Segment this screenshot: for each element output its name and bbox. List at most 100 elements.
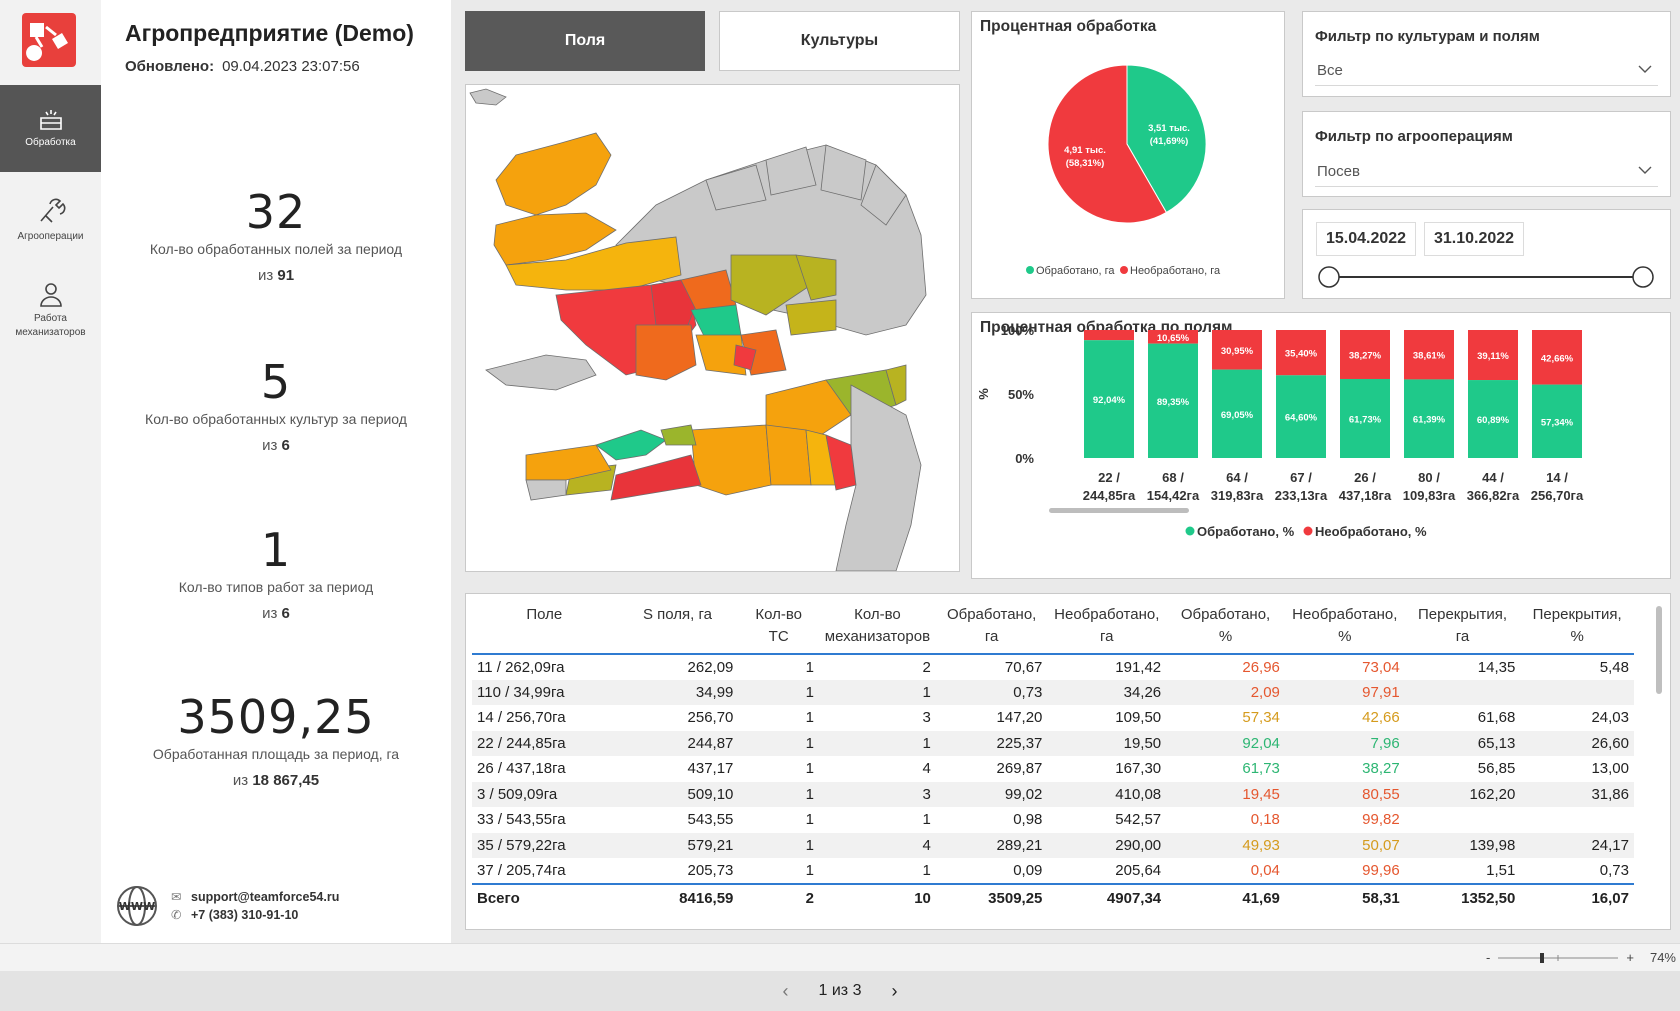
total-cell: 1352,50: [1404, 882, 1521, 912]
table-cell: 0,98: [1013, 811, 1043, 829]
table-cell: 56,85: [1477, 760, 1516, 778]
date-to[interactable]: 31.10.2022: [1424, 222, 1524, 256]
table-cell: 14 / 256,70га: [477, 709, 566, 727]
support-email[interactable]: ✉ support@teamforce54.ru: [171, 890, 340, 904]
nav-item-processing[interactable]: Обработка: [0, 85, 101, 172]
table-cell: 35 / 579,22га: [472, 832, 617, 858]
nav-item-agro-operations[interactable]: Агрооперации: [0, 180, 101, 260]
table-row[interactable]: 35 / 579,22га 579,21 1 4 289,21 290,00 49,93 50…: [472, 832, 1634, 858]
kpi-work-types: 1 Кол-во типов работ за период из 6: [101, 523, 451, 622]
table-cell: 33 / 543,55га: [477, 811, 566, 829]
table-cell: 1: [805, 861, 814, 879]
column-header[interactable]: S поля, га: [616, 602, 739, 655]
table-cell: 0,09: [1013, 861, 1043, 879]
x-tick-label: 437,18га: [1339, 488, 1392, 503]
column-header[interactable]: Перекрытия,%: [1520, 602, 1634, 655]
bar-segment-unprocessed[interactable]: [1148, 330, 1198, 344]
table-cell: 99,02: [935, 781, 1048, 807]
table-cell: 65,13: [1404, 730, 1521, 756]
zoom-slider[interactable]: [1498, 952, 1619, 964]
bar-chart[interactable]: 100% 50% 0%% 92,04% 22 / 244,85га 10,65% 89,35%…: [972, 313, 1670, 578]
fields-map[interactable]: [466, 85, 959, 572]
bar-segment-processed[interactable]: [1340, 378, 1390, 458]
pie-card: Процентная обработка 3,51 тыс. (41,69%) 4,…: [971, 11, 1285, 299]
table-cell: 289,21: [935, 832, 1048, 858]
date-from[interactable]: 15.04.2022: [1316, 222, 1416, 256]
bar-segment-processed[interactable]: [1084, 340, 1134, 458]
bar-segment-processed[interactable]: [1212, 369, 1262, 458]
total-cell: 58,31: [1284, 882, 1405, 912]
table-row[interactable]: 37 / 205,74га 205,73 1 1 0,09 205,64 0,04 99,96…: [472, 858, 1634, 884]
nav-item-operators[interactable]: Работа механизаторов: [0, 270, 101, 350]
legend-marker: [1120, 266, 1128, 274]
column-header[interactable]: Кол-во механизаторов: [818, 602, 936, 655]
x-tick-label: 256,70га: [1531, 488, 1584, 503]
column-header[interactable]: Необработано, га: [1047, 602, 1167, 655]
bar-segment-processed[interactable]: [1148, 343, 1198, 458]
table-row[interactable]: 3 / 509,09га 509,10 1 3 99,02 410,08 19,45 80,5…: [472, 781, 1634, 807]
ops-filter-title: Фильтр по агрооперациям: [1315, 128, 1513, 145]
bar-segment-unprocessed[interactable]: [1340, 330, 1390, 379]
date-range-slider[interactable]: [1317, 262, 1657, 292]
table-cell: 191,42: [1115, 658, 1162, 676]
crop-filter-select[interactable]: Все: [1315, 54, 1658, 86]
column-header[interactable]: Поле: [472, 602, 617, 655]
table-row[interactable]: 14 / 256,70га 256,70 1 3 147,20 109,50 57,34 42…: [472, 705, 1634, 731]
table-cell: [1404, 679, 1521, 705]
pie-slice[interactable]: [1047, 64, 1168, 224]
table-cell: 1: [738, 832, 819, 858]
bar-segment-processed[interactable]: [1404, 379, 1454, 458]
table-cell: 109,50: [1115, 709, 1162, 727]
bar-segment-unprocessed[interactable]: [1532, 330, 1582, 385]
bar-segment-processed[interactable]: [1276, 375, 1326, 458]
chart-scrollbar[interactable]: [1049, 508, 1189, 513]
table-cell: 1,51: [1486, 861, 1516, 879]
tab-fields[interactable]: Поля: [465, 11, 705, 71]
ops-filter-select[interactable]: Посев: [1315, 155, 1658, 187]
table-cell: 26,96: [1242, 658, 1280, 676]
table-cell: 1: [738, 730, 819, 756]
column-header[interactable]: Кол-во ТС: [738, 602, 819, 655]
table-cell: 1: [738, 781, 819, 807]
zoom-in-button[interactable]: +: [1626, 950, 1634, 965]
support-phone[interactable]: ✆ +7 (383) 310-91-10: [171, 908, 299, 922]
column-header[interactable]: Обработано,%: [1166, 602, 1285, 655]
pie-slice[interactable]: [1126, 64, 1207, 214]
table-row[interactable]: 11 / 262,09га 262,09 1 2 70,67 191,42 26,96 73,…: [472, 654, 1634, 680]
table-cell: 11 / 262,09га: [477, 658, 565, 676]
bar-segment-unprocessed[interactable]: [1404, 330, 1454, 380]
prev-page-button[interactable]: ‹: [782, 980, 789, 1001]
bar-segment-unprocessed[interactable]: [1084, 330, 1134, 341]
legend-marker: [1026, 266, 1034, 274]
zoom-out-button[interactable]: -: [1486, 950, 1491, 965]
next-page-button[interactable]: ›: [891, 980, 898, 1001]
pie-chart[interactable]: 3,51 тыс. (41,69%) 4,91 тыс. (58,31%) Обрабо…: [972, 12, 1284, 298]
bar-segment-unprocessed[interactable]: [1212, 330, 1262, 370]
bar-segment-processed[interactable]: [1532, 384, 1582, 458]
column-header[interactable]: Обработано, га: [935, 602, 1048, 655]
table-cell: 57,34: [1242, 709, 1280, 727]
table-row[interactable]: 110 / 34,99га 34,99 1 1 0,73 34,26 2,09 97,91: [472, 679, 1634, 705]
column-header[interactable]: Необработано,%: [1284, 602, 1405, 655]
x-tick-label: 244,85га: [1083, 488, 1136, 503]
table-row[interactable]: 26 / 437,18га 437,17 1 4 269,87 167,30 61,73 38…: [472, 756, 1634, 782]
bar-segment-unprocessed[interactable]: [1276, 330, 1326, 376]
legend-label: Необработано, га: [1130, 265, 1221, 277]
table-cell: 147,20: [996, 709, 1043, 727]
pie-title: Процентная обработка: [980, 18, 1157, 35]
table-cell: 34,26: [1047, 679, 1167, 705]
table-row[interactable]: 22 / 244,85га 244,87 1 1 225,37 19,50 92,04 7,9…: [472, 730, 1634, 756]
table-cell: 2,09: [1166, 679, 1285, 705]
table-scrollbar[interactable]: [1656, 606, 1662, 694]
table-cell: 49,93: [1166, 832, 1285, 858]
tools-icon: [39, 198, 65, 223]
bar-segment-processed[interactable]: [1468, 380, 1518, 458]
page-title: Агропредприятие (Demo): [125, 20, 414, 46]
table-row[interactable]: 33 / 543,55га 543,55 1 1 0,98 542,57 0,18 99,82: [472, 807, 1634, 833]
legend-label: Обработано, %: [1197, 524, 1295, 539]
bar-segment-unprocessed[interactable]: [1468, 330, 1518, 381]
column-header[interactable]: Перекрытия, га: [1404, 602, 1521, 655]
table-cell: 542,57: [1115, 811, 1162, 829]
table-cell: 262,09: [687, 658, 734, 676]
tab-crops[interactable]: Культуры: [719, 11, 960, 71]
